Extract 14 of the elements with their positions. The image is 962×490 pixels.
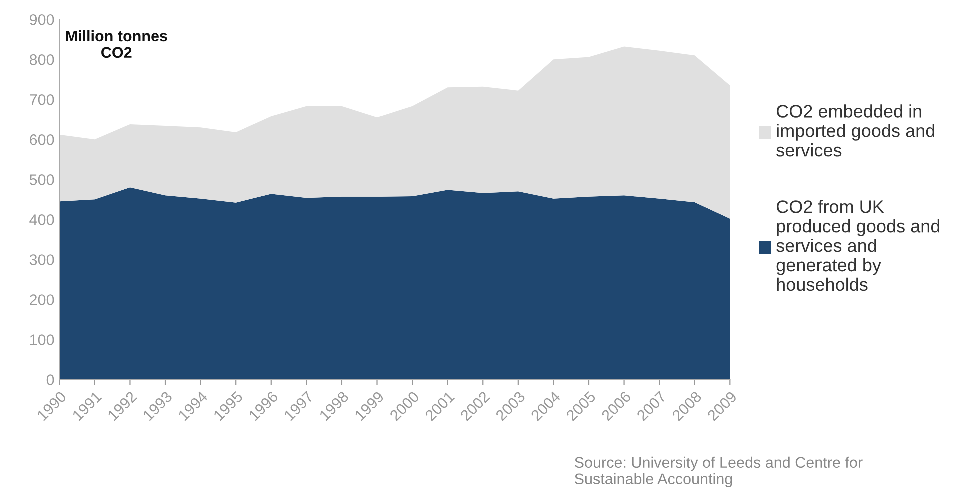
y-tick-label: 100 xyxy=(30,334,54,346)
source-note: Source: University of Leeds and Centre for Sustainable Accounting xyxy=(575,456,863,488)
legend-label: CO2 embedded in imported goods and services xyxy=(776,104,935,157)
legend-label: CO2 from UK produced goods and services and generated by households xyxy=(776,200,940,292)
y-tick-label: 700 xyxy=(30,94,54,106)
y-tick-label: 0 xyxy=(46,374,54,386)
y-axis-title: Million tonnes CO2 xyxy=(66,30,168,58)
y-tick-label: 500 xyxy=(30,174,54,186)
y-tick-label: 900 xyxy=(30,14,54,26)
y-tick-label: 300 xyxy=(30,254,54,266)
y-tick-label: 200 xyxy=(30,294,54,306)
y-tick-label: 400 xyxy=(30,214,54,226)
y-tick-label: 600 xyxy=(30,134,54,146)
y-tick-label: 800 xyxy=(30,54,54,66)
